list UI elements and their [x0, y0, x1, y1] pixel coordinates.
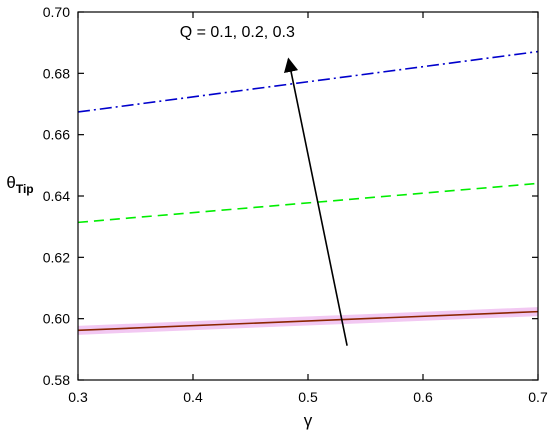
- x-tick-label: 0.6: [413, 389, 433, 405]
- series-1-line: [77, 310, 539, 332]
- y-tick-label: 0.66: [43, 127, 70, 143]
- y-axis-title-subscript: Tip: [16, 182, 34, 196]
- annotation-arrow: [283, 57, 348, 346]
- x-tick-label: 0.4: [183, 389, 203, 405]
- axis-layer: 0.3 0.4 0.5 0.6 0.7 0.58 0.60 0.62 0.64 0.66 0.68 0…: [43, 4, 548, 405]
- series-layer: [77, 50, 539, 335]
- x-tick-label: 0.7: [528, 389, 548, 405]
- x-axis-title: γ: [304, 411, 313, 430]
- y-axis-title-symbol: θ: [6, 173, 15, 192]
- x-tick-label: 0.3: [68, 389, 88, 405]
- series-3-line: [77, 50, 539, 113]
- annotation-label: Q = 0.1, 0.2, 0.3: [180, 24, 295, 41]
- y-tick-label: 0.70: [43, 4, 70, 20]
- x-tick-label: 0.5: [298, 389, 318, 405]
- y-axis-title: θTip: [6, 173, 33, 196]
- series-2-line: [77, 182, 539, 224]
- y-tick-label: 0.60: [43, 311, 70, 327]
- y-tick-label: 0.64: [43, 188, 70, 204]
- y-tick-label: 0.58: [43, 372, 70, 388]
- y-tick-label: 0.68: [43, 65, 70, 81]
- y-tick-label: 0.62: [43, 249, 70, 265]
- annotation-layer: Q = 0.1, 0.2, 0.3: [180, 24, 348, 346]
